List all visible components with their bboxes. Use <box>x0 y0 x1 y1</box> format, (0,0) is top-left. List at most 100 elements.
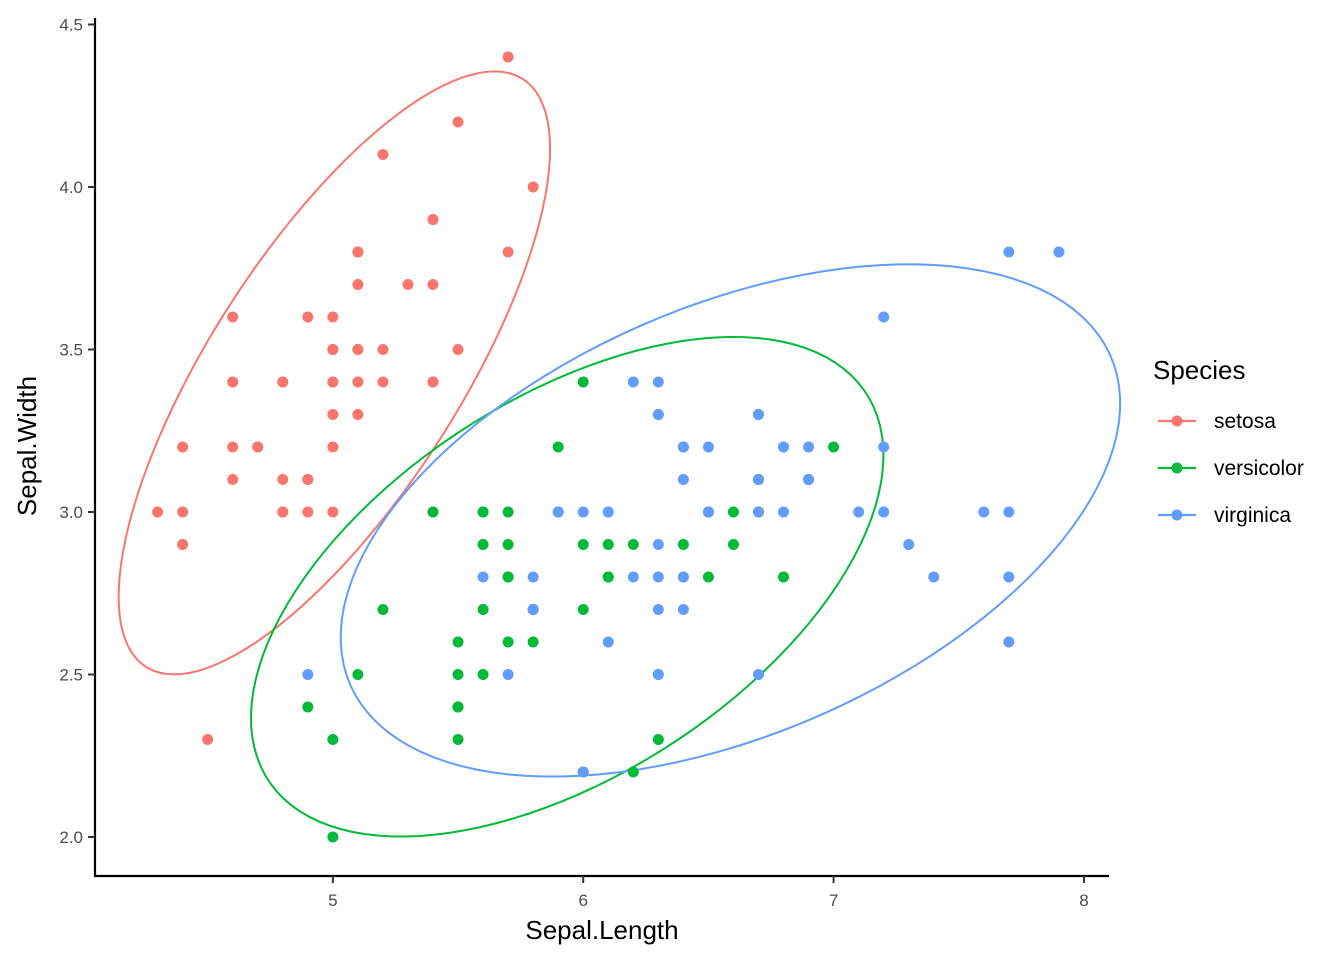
point-setosa <box>427 214 439 225</box>
legend-title: Species <box>1153 355 1246 385</box>
ellipses-layer <box>117 70 1122 838</box>
point-setosa <box>352 344 364 355</box>
point-versicolor <box>727 539 739 550</box>
point-setosa <box>527 181 539 193</box>
point-virginica <box>302 669 314 680</box>
point-versicolor <box>627 539 639 550</box>
x-axis-title: Sepal.Length <box>525 915 678 945</box>
point-versicolor <box>577 604 589 615</box>
point-virginica <box>1003 506 1015 518</box>
ellipse-virginica <box>339 263 1122 778</box>
point-setosa <box>352 376 364 388</box>
point-virginica <box>878 311 890 323</box>
point-versicolor <box>727 506 739 518</box>
point-versicolor <box>352 669 364 680</box>
point-virginica <box>752 409 764 420</box>
point-virginica <box>502 669 514 680</box>
point-versicolor <box>327 734 339 745</box>
point-versicolor <box>452 669 464 680</box>
legend-label: virginica <box>1214 504 1291 527</box>
point-setosa <box>327 344 339 355</box>
y-tick-label: 2.5 <box>59 666 83 685</box>
point-setosa <box>302 506 314 518</box>
point-setosa <box>327 311 339 323</box>
point-setosa <box>452 344 464 355</box>
point-setosa <box>227 441 239 453</box>
y-tick-label: 3.0 <box>59 503 83 522</box>
point-setosa <box>427 376 439 388</box>
point-setosa <box>277 474 289 485</box>
point-versicolor <box>778 571 790 583</box>
point-setosa <box>277 376 289 388</box>
point-versicolor <box>477 539 489 550</box>
legend-item-setosa: setosa <box>1158 410 1276 433</box>
point-virginica <box>1003 636 1015 648</box>
point-setosa <box>377 376 389 388</box>
legend-label: setosa <box>1214 410 1276 433</box>
point-setosa <box>352 279 364 290</box>
legend-key-point <box>1171 509 1183 521</box>
point-virginica <box>978 506 990 518</box>
x-tick-label: 5 <box>328 891 337 910</box>
point-setosa <box>177 506 189 518</box>
point-setosa <box>277 506 289 518</box>
point-virginica <box>903 539 915 550</box>
point-virginica <box>627 376 639 388</box>
point-virginica <box>677 571 689 583</box>
point-versicolor <box>702 571 714 583</box>
point-setosa <box>327 409 339 420</box>
point-versicolor <box>577 539 589 550</box>
point-setosa <box>227 376 239 388</box>
point-versicolor <box>527 636 539 648</box>
point-versicolor <box>502 636 514 648</box>
point-versicolor <box>502 506 514 518</box>
point-virginica <box>677 441 689 453</box>
legend-item-virginica: virginica <box>1158 504 1291 527</box>
point-virginica <box>778 441 790 453</box>
point-versicolor <box>302 701 314 713</box>
point-virginica <box>1003 246 1015 258</box>
point-setosa <box>327 506 339 518</box>
point-versicolor <box>452 636 464 648</box>
point-virginica <box>803 474 815 485</box>
point-virginica <box>652 571 664 583</box>
point-versicolor <box>452 701 464 713</box>
x-tick-label: 8 <box>1079 891 1088 910</box>
legend-items: setosa versicolor virginica <box>1158 410 1304 527</box>
point-versicolor <box>828 441 840 453</box>
point-virginica <box>527 571 539 583</box>
point-virginica <box>652 376 664 388</box>
points-layer <box>152 51 1065 843</box>
point-virginica <box>677 604 689 615</box>
point-versicolor <box>502 539 514 550</box>
legend-label: versicolor <box>1214 457 1304 480</box>
point-versicolor <box>627 766 639 778</box>
point-versicolor <box>677 539 689 550</box>
point-setosa <box>502 246 514 258</box>
point-virginica <box>1003 571 1015 583</box>
point-versicolor <box>452 734 464 745</box>
point-virginica <box>778 506 790 518</box>
point-setosa <box>352 409 364 420</box>
x-tick-label: 7 <box>829 891 838 910</box>
point-virginica <box>752 669 764 680</box>
point-setosa <box>502 51 514 63</box>
point-virginica <box>652 539 664 550</box>
point-versicolor <box>602 571 614 583</box>
point-virginica <box>577 506 589 518</box>
y-axis-title: Sepal.Width <box>12 376 42 516</box>
legend: Species setosa versicolor virginica <box>1153 355 1304 527</box>
point-virginica <box>853 506 865 518</box>
point-virginica <box>552 506 564 518</box>
point-setosa <box>377 149 389 160</box>
y-tick-label: 4.0 <box>59 178 83 197</box>
point-virginica <box>702 506 714 518</box>
point-versicolor <box>427 506 439 518</box>
point-versicolor <box>477 506 489 518</box>
ellipse-setosa <box>117 70 552 676</box>
point-setosa <box>352 246 364 258</box>
point-virginica <box>878 506 890 518</box>
point-setosa <box>302 474 314 485</box>
